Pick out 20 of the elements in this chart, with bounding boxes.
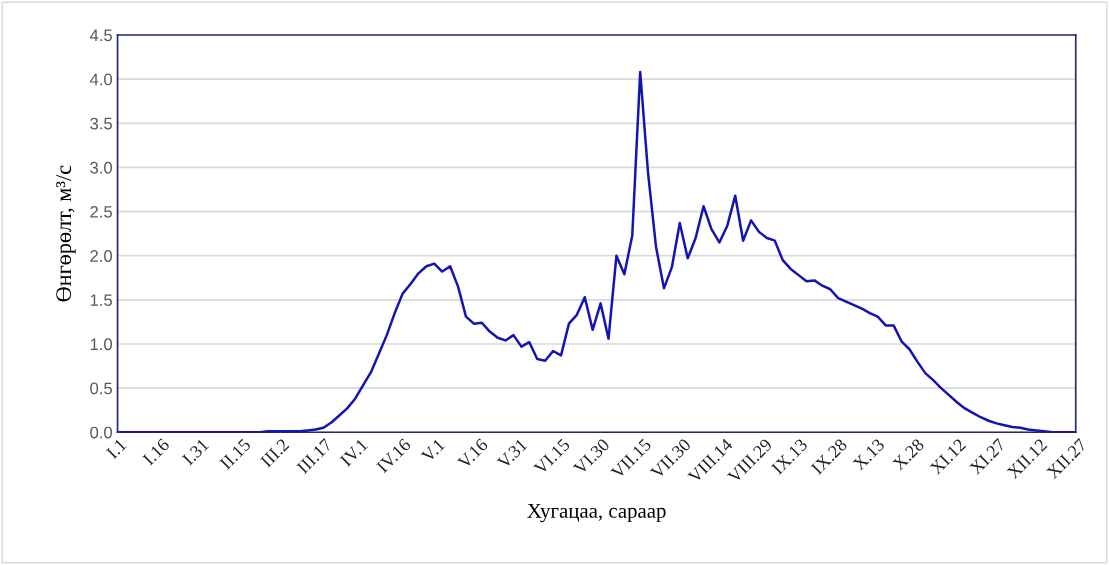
y-tick-label: 2.5 (90, 205, 112, 218)
y-tick-label: 2.0 (90, 250, 113, 262)
x-tick-label: V.31 (496, 438, 528, 470)
x-tick-label: IV.1 (339, 438, 369, 468)
x-tick-label: I.16 (142, 437, 171, 466)
x-tick-label: III.2 (259, 438, 290, 468)
x-tick-label: V.16 (456, 437, 489, 470)
y-axis-title: Өнгөрөлт, м³/с (56, 165, 76, 302)
y-tick-label: 4.5 (89, 29, 112, 42)
y-tick-label: 0.5 (90, 382, 112, 395)
y-tick-label: 4.0 (89, 73, 113, 86)
y-tick-label: 1.0 (90, 338, 113, 351)
x-axis-title: Хугацаа, сараар (527, 504, 666, 523)
x-tick-label: I.31 (181, 438, 210, 466)
x-tick-label: I.1 (105, 438, 127, 460)
y-tick-label: 0.0 (90, 426, 113, 439)
y-tick-label: 3.5 (90, 117, 112, 130)
y-tick-label: 3.0 (90, 161, 113, 174)
y-tick-label: 1.5 (90, 294, 112, 307)
x-tick-label: V.1 (420, 438, 446, 464)
